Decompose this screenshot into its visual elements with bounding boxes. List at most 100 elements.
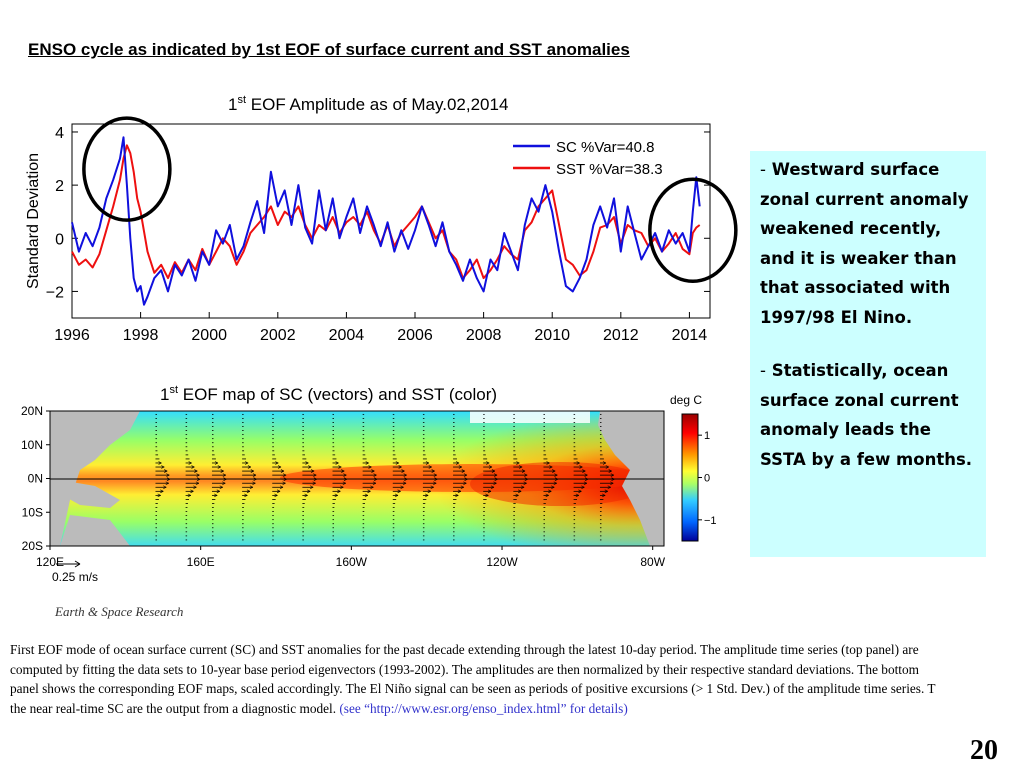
current-vector-head: [195, 481, 200, 485]
current-vector-head: [584, 473, 588, 477]
vector-scale-arrowhead: [74, 560, 81, 568]
esr-logo: Earth & Space Research: [55, 604, 184, 619]
current-vector-head: [160, 489, 164, 494]
current-vector-head: [214, 461, 219, 465]
current-vector-head: [490, 485, 495, 490]
current-vector-head: [161, 465, 165, 469]
bullet-dash: -: [760, 361, 766, 380]
current-vector-head: [427, 489, 431, 494]
current-vector-head: [398, 465, 402, 469]
current-vector-head: [554, 473, 558, 477]
current-vector-head: [249, 485, 254, 490]
current-vector-head: [222, 481, 226, 485]
current-vector-head: [463, 481, 467, 485]
current-vector-head: [196, 473, 200, 477]
vector-scale-label: 0.25 m/s: [52, 570, 98, 584]
current-vector-head: [187, 493, 191, 498]
details-link[interactable]: (see “http://www.esr.org/enso_index.html…: [339, 700, 628, 716]
current-vector-head: [395, 461, 399, 465]
current-vector-head: [605, 465, 609, 469]
lat-tick-label: 0N: [28, 472, 43, 486]
current-vector-head: [343, 473, 347, 477]
eof-map-title: 1st EOF map of SC (vectors) and SST (col…: [160, 384, 497, 404]
current-vector-head: [549, 465, 553, 469]
lon-tick-label: 160E: [187, 555, 215, 569]
lon-tick-label: 80W: [640, 555, 665, 569]
current-vector-head: [188, 461, 192, 465]
current-vector-head: [194, 469, 198, 473]
current-vector-head: [579, 465, 583, 469]
caption-text: First EOF mode of ocean surface current …: [10, 642, 936, 716]
current-vector-head: [308, 465, 312, 469]
current-vector-head: [548, 489, 552, 494]
current-vector-head: [523, 481, 527, 485]
x-tick-label: 2006: [397, 327, 433, 344]
current-vector-head: [365, 461, 369, 465]
highlight-circle-2014: [648, 177, 738, 284]
current-vector-head: [428, 465, 432, 469]
current-vector-head: [342, 481, 346, 485]
bullet-text: Statistically, ocean surface zonal curre…: [760, 361, 973, 469]
figure-caption: First EOF mode of ocean surface current …: [10, 640, 950, 718]
lat-tick-label: 20N: [21, 404, 43, 418]
series-line-sc: [71, 136, 701, 306]
current-vector-head: [463, 473, 468, 477]
current-vector-head: [341, 469, 345, 473]
current-vector-head: [244, 461, 249, 465]
current-vector-head: [282, 473, 287, 477]
current-vector-head: [340, 485, 344, 490]
colorbar-label: deg C: [670, 393, 702, 407]
amplitude-chart-title: 1st EOF Amplitude as of May.02,2014: [228, 94, 508, 114]
current-vector-head: [214, 493, 218, 498]
x-tick-label: 2014: [672, 327, 708, 344]
current-vector-head: [460, 485, 464, 490]
lat-tick-label: 20S: [22, 539, 43, 553]
colorbar-tick-label: −1: [704, 515, 717, 527]
current-vector-head: [583, 481, 588, 485]
current-vector-head: [274, 493, 278, 498]
current-vector-head: [518, 489, 522, 494]
current-vector-head: [364, 493, 369, 498]
current-vector-head: [282, 481, 286, 485]
current-vector-head: [164, 469, 168, 473]
y-tick-label: 2: [55, 178, 64, 195]
x-tick-label: 1996: [54, 327, 90, 344]
amplitude-chart: 1st EOF Amplitude as of May.02,2014 −2 0 2…: [25, 94, 738, 344]
current-vector-head: [252, 473, 257, 477]
current-vector-head: [338, 465, 342, 469]
callout-bullet-2: - Statistically, ocean surface zonal cur…: [760, 356, 980, 474]
current-vector-head: [488, 465, 493, 469]
current-vector-head: [193, 485, 197, 490]
current-vector-head: [433, 481, 437, 485]
current-vector-head: [275, 461, 279, 465]
current-vector-head: [305, 461, 309, 465]
map-lon-axis: 120E 160E 160W 120W 80W: [36, 546, 666, 569]
current-vector-head: [582, 469, 586, 473]
current-vector-head: [521, 469, 526, 473]
vector-scale: 0.25 m/s: [52, 560, 98, 584]
callout-box: - Westward surface zonal current anomaly…: [750, 151, 986, 557]
current-vector-head: [486, 461, 490, 465]
legend-label-sst: SST %Var=38.3: [556, 161, 663, 178]
current-vector-head: [310, 469, 315, 473]
current-vector-head: [220, 469, 224, 473]
current-vector-head: [247, 465, 252, 469]
current-vector-head: [524, 473, 528, 477]
current-vector-head: [372, 481, 377, 485]
current-vector-head: [493, 473, 498, 477]
current-vector-head: [491, 469, 496, 473]
current-vector-head: [279, 485, 284, 490]
lon-tick-label: 160W: [336, 555, 368, 569]
current-vector-head: [610, 481, 614, 485]
current-vector-head: [425, 493, 429, 498]
current-vector-head: [516, 461, 520, 465]
current-vector-head: [607, 485, 611, 490]
current-vector-head: [433, 473, 437, 477]
current-vector-head: [307, 489, 311, 494]
current-vector-head: [552, 469, 556, 473]
current-vector-head: [485, 493, 489, 498]
x-tick-label: 1998: [123, 327, 159, 344]
current-vector-head: [518, 465, 523, 469]
x-tick-label: 2000: [191, 327, 227, 344]
current-vector-head: [367, 489, 371, 494]
